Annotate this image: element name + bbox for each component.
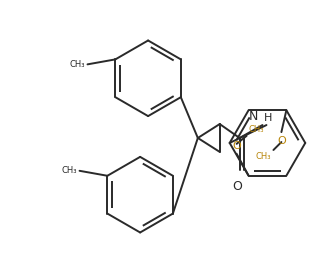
Text: CH₃: CH₃ (249, 125, 264, 134)
Text: CH₃: CH₃ (69, 60, 85, 69)
Text: CH₃: CH₃ (256, 152, 272, 161)
Text: CH₃: CH₃ (61, 166, 77, 175)
Text: O: O (233, 180, 243, 193)
Text: N: N (249, 110, 259, 123)
Text: H: H (264, 113, 272, 123)
Text: O: O (232, 141, 241, 151)
Text: O: O (277, 136, 286, 146)
